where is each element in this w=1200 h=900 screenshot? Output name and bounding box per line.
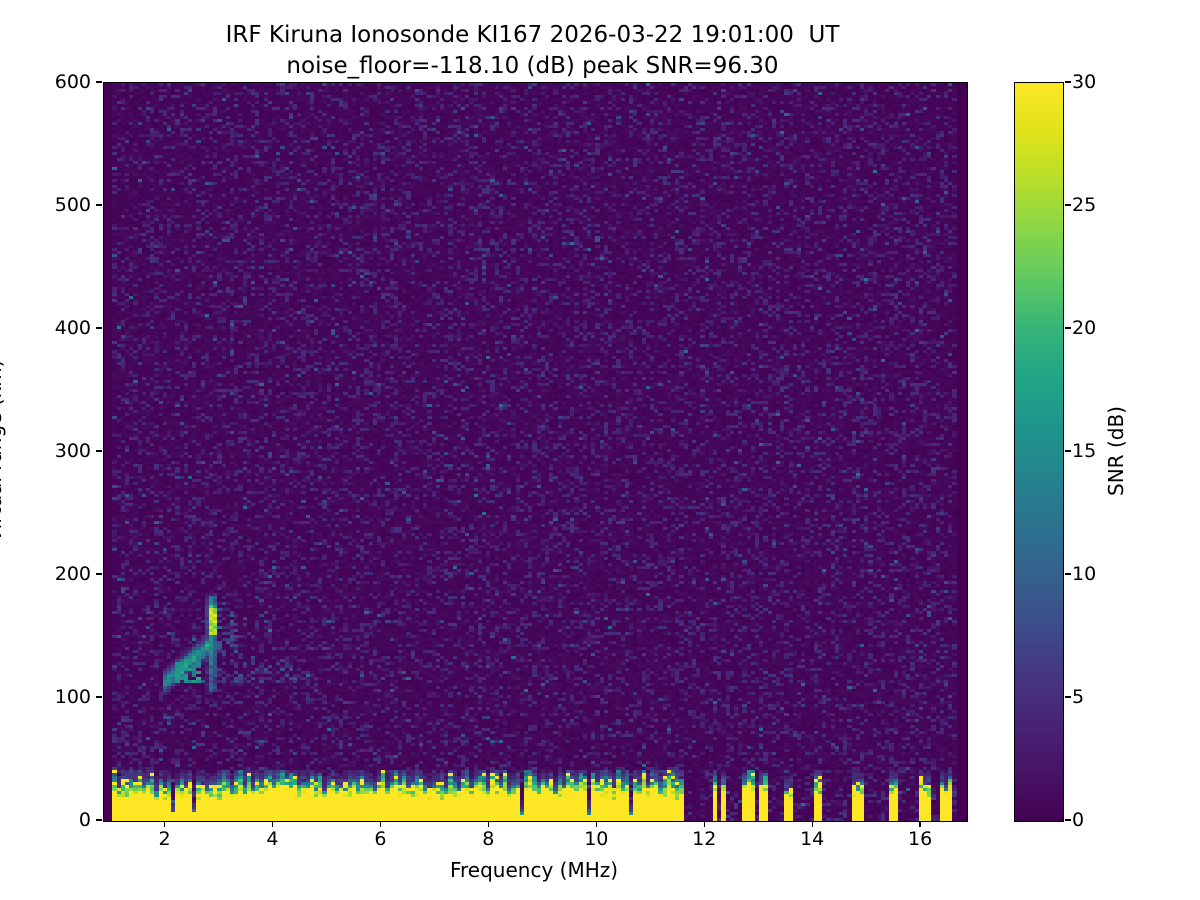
colorbar-tick-mark bbox=[1064, 696, 1071, 698]
colorbar-tick-label: 15 bbox=[1072, 440, 1097, 462]
colorbar-tick-label: 30 bbox=[1072, 71, 1097, 93]
figure-title: IRF Kiruna Ionosonde KI167 2026-03-22 19… bbox=[0, 20, 1065, 82]
x-tick-mark bbox=[271, 821, 274, 828]
x-tick-label: 2 bbox=[158, 828, 171, 850]
colorbar-tick-mark bbox=[1064, 819, 1071, 821]
x-tick-label: 6 bbox=[374, 828, 387, 850]
y-tick-label: 100 bbox=[54, 686, 91, 708]
snr-colorbar[interactable] bbox=[1014, 82, 1064, 822]
y-tick-mark bbox=[95, 573, 102, 575]
x-tick-label: 14 bbox=[800, 828, 825, 850]
heatmap-clip bbox=[104, 83, 967, 821]
y-tick-label: 200 bbox=[54, 563, 91, 585]
x-tick-label: 10 bbox=[584, 828, 609, 850]
colorbar-tick-mark bbox=[1064, 573, 1071, 575]
y-tick-label: 600 bbox=[54, 71, 91, 93]
x-tick-mark bbox=[487, 821, 489, 828]
x-tick-mark bbox=[811, 821, 813, 828]
y-tick-mark bbox=[95, 81, 102, 83]
x-tick-label: 16 bbox=[908, 828, 933, 850]
x-tick-label: 12 bbox=[692, 828, 717, 850]
y-tick-mark bbox=[95, 450, 102, 452]
x-tick-mark bbox=[703, 821, 705, 828]
y-tick-label: 400 bbox=[54, 317, 91, 339]
x-tick-label: 4 bbox=[266, 828, 279, 850]
colorbar-tick-label: 5 bbox=[1072, 686, 1085, 708]
x-tick-mark bbox=[379, 821, 382, 828]
y-tick-label: 500 bbox=[54, 194, 91, 216]
x-axis-label: Frequency (MHz) bbox=[449, 858, 619, 882]
colorbar-tick-label: 0 bbox=[1072, 809, 1085, 831]
y-tick-mark bbox=[95, 204, 102, 206]
ionogram-plot-area[interactable] bbox=[103, 82, 968, 822]
colorbar-tick-mark bbox=[1064, 450, 1071, 452]
y-tick-label: 0 bbox=[78, 809, 91, 831]
colorbar-label: SNR (dB) bbox=[1104, 406, 1128, 496]
y-tick-mark bbox=[95, 696, 102, 698]
y-tick-label: 300 bbox=[54, 440, 91, 462]
colorbar-tick-label: 10 bbox=[1072, 563, 1097, 585]
x-tick-mark bbox=[163, 821, 166, 828]
figure-title-line1: IRF Kiruna Ionosonde KI167 2026-03-22 19… bbox=[225, 22, 840, 48]
y-tick-mark bbox=[95, 819, 102, 821]
colorbar-tick-mark bbox=[1064, 327, 1071, 329]
snr-heatmap bbox=[104, 83, 967, 821]
x-tick-label: 8 bbox=[482, 828, 495, 850]
colorbar-tick-label: 25 bbox=[1072, 194, 1097, 216]
x-tick-mark bbox=[595, 821, 597, 828]
x-tick-mark bbox=[919, 821, 921, 828]
colorbar-tick-mark bbox=[1064, 204, 1071, 206]
y-axis-label: Virtual range (km) bbox=[0, 359, 6, 543]
colorbar-tick-mark bbox=[1064, 81, 1071, 83]
figure-title-line2: noise_floor=-118.10 (dB) peak SNR=96.30 bbox=[286, 53, 779, 79]
colorbar-tick-label: 20 bbox=[1072, 317, 1097, 339]
y-tick-mark bbox=[95, 327, 102, 329]
